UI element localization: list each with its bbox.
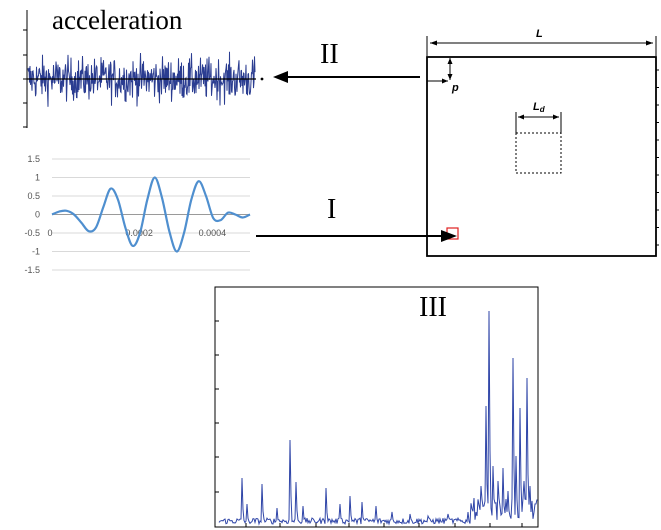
pulse-x-tick-label: 0 (47, 228, 52, 238)
arrow-I-label: I (327, 194, 336, 225)
acceleration-panel: acceleration (23, 5, 264, 128)
plate-outline (426, 56, 657, 257)
pulse-y-tick-label: 1 (35, 173, 40, 183)
plate-schematic: L p Ld (426, 28, 659, 257)
dimension-L: L (426, 28, 657, 56)
arrow-II: II (273, 39, 420, 83)
pulse-y-tick-label: -1 (32, 247, 40, 257)
arrow-I: I (256, 194, 457, 242)
dimension-L-label: L (536, 28, 543, 40)
pulse-y-tick-label: 1.5 (27, 154, 40, 164)
spectrum-panel: III (214, 286, 539, 528)
pulse-y-tick-label: 0.5 (27, 191, 40, 201)
dimension-Ld-label: Ld (533, 101, 546, 114)
arrow-II-label: II (320, 39, 339, 70)
pulse-y-tick-label: -1.5 (24, 265, 40, 275)
spectrum-series-line (218, 310, 538, 526)
acceleration-title: acceleration (52, 5, 183, 35)
spectrum-label: III (419, 292, 447, 323)
defect-dashed-box (515, 132, 562, 174)
spectrum-frame (214, 286, 539, 528)
spectrum-axis-ticks (215, 320, 523, 527)
dimension-p-label: p (451, 82, 459, 94)
acceleration-end-dot (260, 77, 264, 81)
plate-edge-ticks (656, 69, 659, 246)
pulse-y-tick-label: 0 (35, 210, 40, 220)
pulse-chart-grid (52, 158, 250, 271)
defect-region: Ld (515, 101, 562, 174)
dimension-p: p (427, 58, 459, 94)
acceleration-signal (27, 51, 256, 107)
pulse-x-tick-label: 0.0004 (199, 228, 227, 238)
pulse-chart-series-line (51, 176, 251, 253)
pulse-y-tick-label: -0.5 (24, 228, 40, 238)
pulse-chart-y-tick-labels: 1.5 1 0.5 0 -0.5 -1 -1.5 (24, 154, 40, 275)
pulse-chart: 1.510.50-0.5-1-1.5 0 0.0002 0.0004 (24, 154, 251, 275)
acceleration-y-ticks (23, 29, 27, 128)
